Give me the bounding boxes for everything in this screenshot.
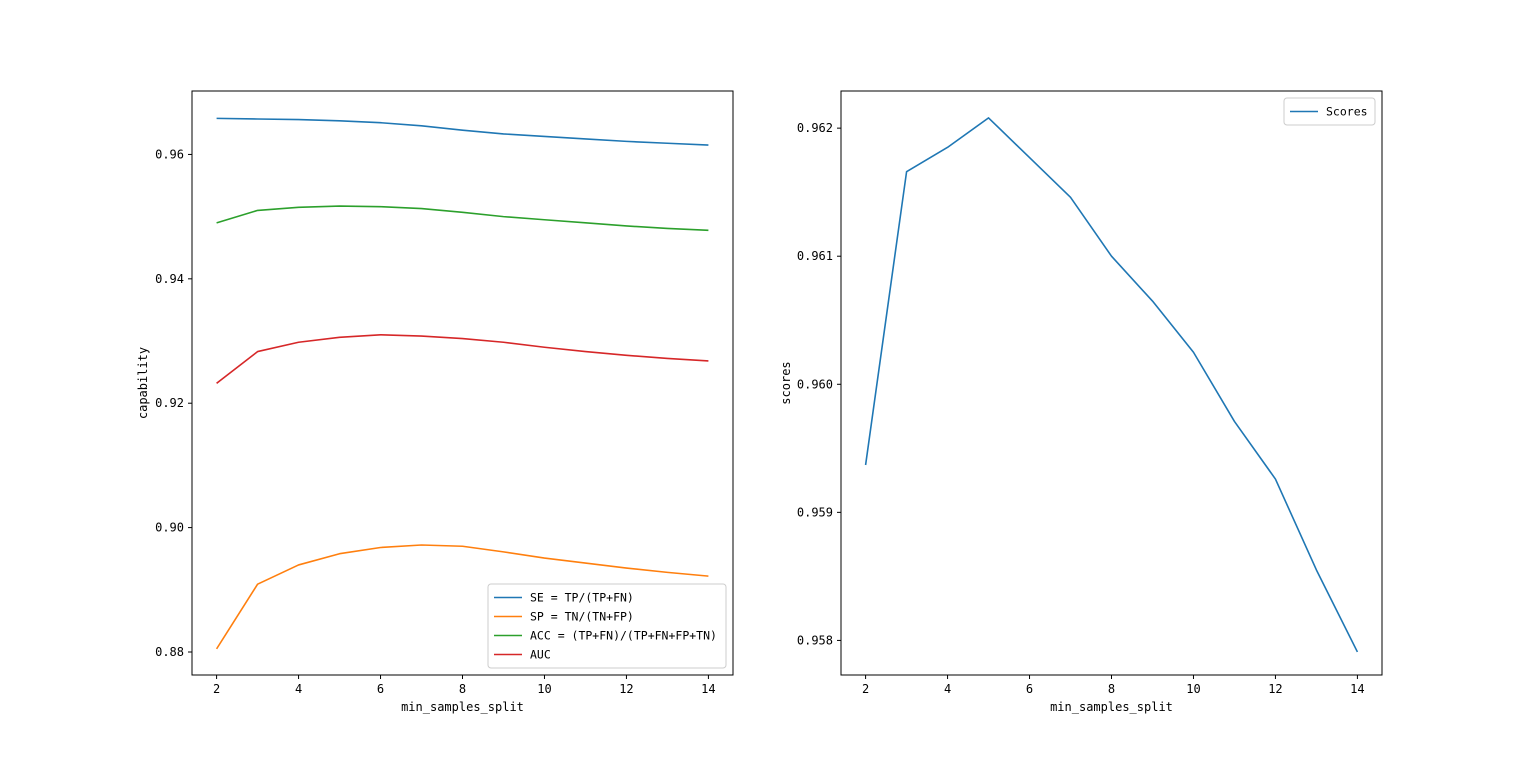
y-tick-label: 0.88 xyxy=(155,645,184,659)
y-tick-label: 0.96 xyxy=(155,147,184,161)
x-tick-label: 4 xyxy=(944,682,951,696)
x-tick-label: 4 xyxy=(295,682,302,696)
series-line-1 xyxy=(216,117,709,146)
legend-label: ACC = (TP+FN)/(TP+FN+FP+TN) xyxy=(530,629,717,643)
x-axis-label: min_samples_split xyxy=(1050,700,1173,714)
x-tick-label: 14 xyxy=(1350,682,1364,696)
series-line-4 xyxy=(216,333,709,384)
y-tick-label: 0.958 xyxy=(797,633,833,647)
x-tick-label: 2 xyxy=(862,682,869,696)
y-tick-label: 0.962 xyxy=(797,121,833,135)
legend-box xyxy=(487,583,727,669)
axes-frame xyxy=(840,90,1383,676)
legend-label: AUC xyxy=(530,648,551,662)
legend: SE = TP/(TP+FN) SP = TN/(TN+FP) ACC = (TP+… xyxy=(487,583,727,669)
series-line-1 xyxy=(864,117,1359,653)
x-tick-label: 2 xyxy=(213,682,220,696)
x-tick-label: 8 xyxy=(1108,682,1115,696)
subplot-2: 2 4 6 8 10 12 14 0.958 0.959 0.960 0.961 0.962 min_s… xyxy=(779,90,1383,714)
legend-label: Scores xyxy=(1326,105,1368,119)
x-tick-label: 6 xyxy=(377,682,384,696)
legend-label: SE = TP/(TP+FN) xyxy=(530,591,634,605)
x-tick-label: 12 xyxy=(1268,682,1282,696)
x-axis-label: min_samples_split xyxy=(401,700,524,714)
subplot-1: 2 4 6 8 10 12 14 0.88 0.90 0.92 0.94 0.96 min_sample… xyxy=(136,90,734,714)
legend: Scores xyxy=(1283,97,1376,126)
y-tick-label: 0.961 xyxy=(797,249,833,263)
x-tick-label: 8 xyxy=(459,682,466,696)
y-tick-label: 0.90 xyxy=(155,521,184,535)
legend-label: SP = TN/(TN+FP) xyxy=(530,610,634,624)
series-line-2 xyxy=(215,544,709,650)
x-tick-label: 6 xyxy=(1026,682,1033,696)
x-tick-label: 12 xyxy=(619,682,633,696)
y-tick-label: 0.92 xyxy=(155,396,184,410)
x-tick-label: 10 xyxy=(1186,682,1200,696)
series-line-3 xyxy=(216,205,709,232)
y-axis-label: capability xyxy=(136,347,150,419)
y-tick-label: 0.959 xyxy=(797,505,833,519)
y-axis-label: scores xyxy=(779,361,793,404)
y-tick-label: 0.94 xyxy=(155,272,184,286)
legend-box xyxy=(1283,97,1376,126)
y-tick-label: 0.960 xyxy=(797,377,833,391)
x-tick-label: 10 xyxy=(537,682,551,696)
x-tick-label: 14 xyxy=(701,682,715,696)
